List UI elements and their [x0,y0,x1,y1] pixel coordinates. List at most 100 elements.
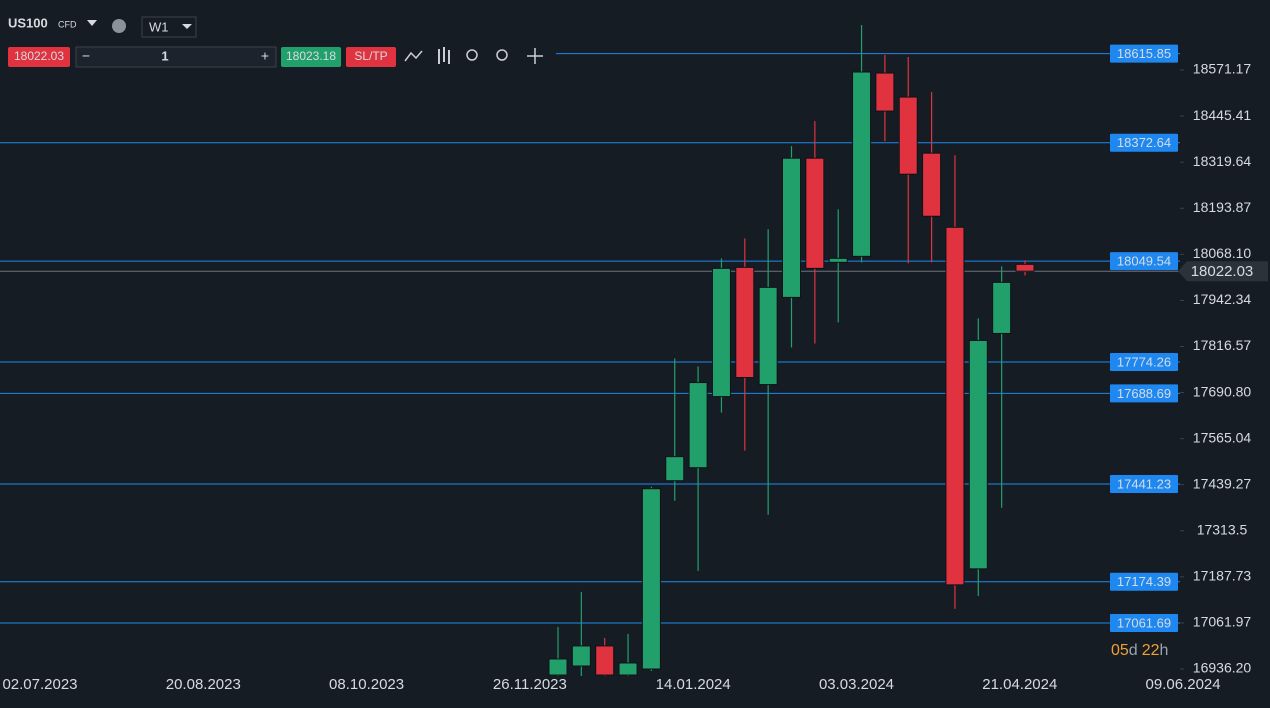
candle [711,258,731,413]
level-label-box [1110,384,1178,403]
quantity-box[interactable] [75,46,277,68]
candle [758,229,778,515]
candle [992,266,1012,508]
y-tick-label: 17061.97 [1193,614,1252,630]
symbol-dropdown[interactable] [87,20,97,26]
candle-icon[interactable] [438,47,450,64]
candle [641,486,661,672]
level-label: 17688.69 [1117,386,1171,401]
candle-body [828,257,848,263]
y-tick-label: 17816.57 [1193,337,1252,353]
plot [0,24,1180,676]
y-tick-label: 18193.87 [1193,199,1252,215]
candle-body [571,645,591,667]
level-label: 18372.64 [1117,135,1171,150]
toolbar: US100 CFD W1 18022.03 − 1 + 18023.18 SL/… [8,15,543,68]
candle-body [805,157,825,269]
last-price-label: 18022.03 [1191,263,1254,280]
y-tick-label: 18445.41 [1193,107,1252,123]
level-label-box [1110,572,1178,591]
candle [688,366,708,571]
zoom-in-icon[interactable] [496,49,508,61]
x-tick-label: 09.06.2024 [1146,676,1221,693]
x-tick-label: 03.03.2024 [819,676,894,693]
y-tick-label: 17313.5 [1197,521,1248,537]
level-label-box [1110,614,1178,633]
symbol-kind: CFD [58,19,77,29]
candle [945,155,965,609]
candle-body [968,339,988,570]
timeframe-box[interactable] [141,16,197,38]
y-tick-label: 17565.04 [1193,429,1252,445]
candle-body [782,157,801,298]
y-tick-label: 18068.10 [1193,245,1252,261]
y-tick-label: 17187.73 [1193,568,1252,584]
line-chart-icon[interactable] [404,50,423,62]
plus-button[interactable]: + [261,48,269,64]
y-tick-label: 18319.64 [1193,153,1252,169]
quantity[interactable]: 1 [161,48,168,63]
level-label: 17061.69 [1117,615,1171,630]
minus-button[interactable]: − [82,48,90,64]
level-label: 17774.26 [1117,354,1171,369]
buy-price[interactable]: 18023.18 [286,49,336,63]
level-label-box [1110,44,1178,63]
sltp-button[interactable] [346,47,396,67]
candle [782,146,801,348]
timeframe-dropdown[interactable] [182,24,192,29]
candle-body [641,488,661,670]
buy-button[interactable] [281,47,341,67]
y-tick-label: 16936.20 [1193,660,1252,676]
candle-body [852,71,872,257]
x-tick-label: 20.08.2023 [166,676,241,693]
timeframe[interactable]: W1 [149,19,169,34]
x-tick-label: 14.01.2024 [656,676,731,693]
x-tick-label: 02.07.2023 [2,676,77,693]
level-label: 18049.54 [1117,254,1171,269]
candle [968,318,988,596]
candle [735,238,755,451]
candle [548,626,568,676]
candle-body [945,226,965,586]
countdown-hours-unit: h [1160,642,1169,659]
candle-body [875,72,895,112]
candle-body [665,456,685,482]
level-label: 18615.85 [1117,46,1171,61]
y-tick-label: 17439.27 [1193,475,1252,491]
candle-body [548,658,568,676]
zoom-out-icon[interactable] [466,49,478,61]
sltp[interactable]: SL/TP [354,49,387,63]
candle-body [992,281,1012,334]
countdown-hours: 22 [1142,642,1160,659]
candle-body [1015,263,1035,272]
candle [828,209,848,323]
candle [922,92,942,263]
countdown: 05d 22h [1111,642,1168,659]
candle [898,57,918,264]
info-icon[interactable] [112,19,126,33]
level-label-box [1110,474,1178,493]
candle-body [898,96,918,175]
candle-body [595,645,615,676]
candle [805,121,825,344]
y-tick-label: 18571.17 [1193,61,1252,77]
level-label-box [1110,133,1178,152]
level-label-box [1110,352,1178,371]
candle [1015,260,1035,276]
sell-button[interactable] [8,47,70,67]
countdown-days-unit: d [1129,642,1138,659]
candle-body [735,266,755,379]
sell-price[interactable]: 18022.03 [14,49,64,63]
move-icon[interactable] [527,48,543,64]
level-label: 17441.23 [1117,476,1171,491]
symbol[interactable]: US100 [8,15,48,30]
x-tick-label: 21.04.2024 [982,676,1057,693]
candle-body [922,152,942,217]
candle [852,24,872,263]
y-tick-label: 17942.34 [1193,291,1252,307]
level-label: 17174.39 [1117,574,1171,589]
candle [571,591,591,676]
candle [875,55,895,142]
candle-body [618,662,638,676]
